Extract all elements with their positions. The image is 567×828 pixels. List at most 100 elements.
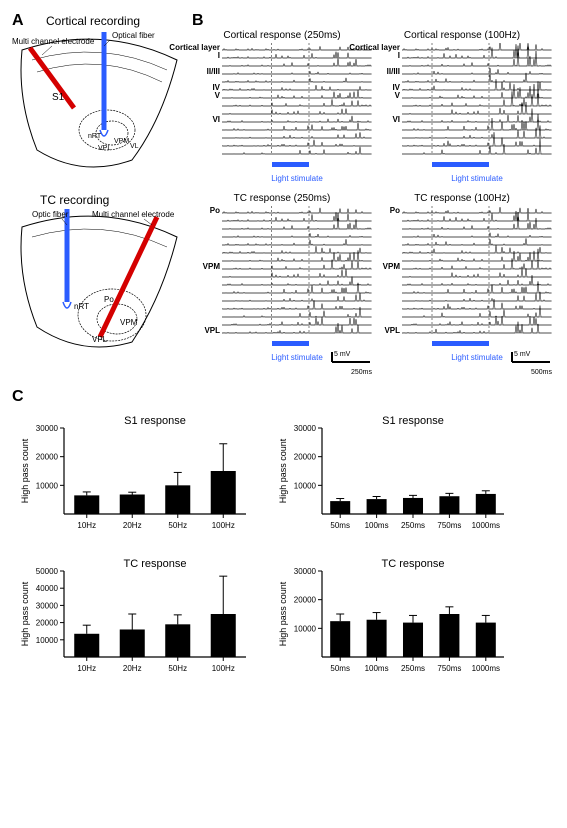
svg-text:10Hz: 10Hz <box>77 521 96 530</box>
trace-row-label: V <box>395 91 400 100</box>
stim-label: Light stimulate <box>402 174 552 183</box>
region-nrt-b: nRT <box>74 302 89 311</box>
bar <box>120 629 145 657</box>
electrode-label2: Multi channel electrode <box>92 210 175 219</box>
region-vpm-b: VPM <box>120 318 138 327</box>
stim-bar <box>272 162 310 167</box>
bar <box>367 499 387 514</box>
svg-text:40000: 40000 <box>36 584 59 593</box>
region-vpl-b: VPL <box>92 335 108 344</box>
svg-text:10000: 10000 <box>294 624 317 633</box>
electrode-label: Multi channel electrode <box>12 37 95 46</box>
chart-title: TC response <box>382 558 445 570</box>
region-po: Po <box>104 295 114 304</box>
bar <box>439 614 459 657</box>
bar <box>74 495 99 514</box>
svg-text:30000: 30000 <box>294 567 317 576</box>
bar-chart: S1 response100002000030000High pass coun… <box>274 410 514 540</box>
cortical-diagram: S1 nRT VPL VPM VL Optical fiber Multi ch… <box>12 30 182 180</box>
bar <box>74 634 99 657</box>
bar <box>403 498 423 514</box>
cortical-traces-100: Cortical response (100Hz)Cortical layerI… <box>372 30 552 183</box>
svg-text:100Hz: 100Hz <box>212 521 235 530</box>
svg-text:250ms: 250ms <box>401 664 425 673</box>
chart-title: S1 response <box>124 415 186 427</box>
region-vpl: VPL <box>98 145 111 152</box>
chart-title: S1 response <box>382 415 444 427</box>
bar <box>211 614 236 657</box>
trace-row-label: VPM <box>383 262 400 271</box>
tc-traces-100: TC response (100Hz)PoVPMVPL Light stimul… <box>372 193 552 376</box>
trace-row-label: VPL <box>204 326 220 335</box>
svg-text:20000: 20000 <box>294 453 317 462</box>
svg-text:100Hz: 100Hz <box>212 664 235 673</box>
optic-fiber-label2: Optic fiber <box>32 210 69 219</box>
bar <box>476 494 496 514</box>
trace-row-label: I <box>218 51 220 60</box>
bar-chart: TC response1000020000300004000050000High… <box>16 553 256 683</box>
svg-text:30000: 30000 <box>36 424 59 433</box>
chart-title: TC response <box>124 558 187 570</box>
svg-text:1000ms: 1000ms <box>472 521 500 530</box>
region-nrt: nRT <box>88 133 102 140</box>
tc-recording-title: TC recording <box>40 193 192 207</box>
stim-bar <box>272 341 310 346</box>
trace-row-label: Cortical layer <box>349 43 400 52</box>
trace-row-label: VI <box>392 115 400 124</box>
svg-text:1000ms: 1000ms <box>472 664 500 673</box>
svg-text:20000: 20000 <box>36 619 59 628</box>
trace-row-label: II/III <box>387 67 400 76</box>
trace-row-label: Po <box>210 206 220 215</box>
trace-row-label: VPL <box>384 326 400 335</box>
bar-chart: TC response 10000 20000 30000 High pass coun… <box>274 553 514 683</box>
trace-row-label: Cortical layer <box>169 43 220 52</box>
stim-bar <box>432 162 489 167</box>
trace-row-label: Po <box>390 206 400 215</box>
bar <box>367 620 387 657</box>
panel-c-label: C <box>12 388 24 405</box>
svg-text:100ms: 100ms <box>365 664 389 673</box>
bar <box>165 624 190 657</box>
svg-text:10000: 10000 <box>36 636 59 645</box>
region-s1: S1 <box>52 92 65 103</box>
trace-title: Cortical response (250ms) <box>192 30 372 41</box>
svg-text:20Hz: 20Hz <box>123 521 142 530</box>
region-vl: VL <box>130 143 139 150</box>
trace-row-label: V <box>215 91 220 100</box>
tc-traces-250: TC response (250ms)PoVPMVPL Light stimul… <box>192 193 372 376</box>
y-axis-label: High pass count <box>278 581 288 646</box>
stim-bar <box>432 341 489 346</box>
trace-row-label: VPM <box>203 262 220 271</box>
svg-text:30000: 30000 <box>294 424 317 433</box>
svg-text:50ms: 50ms <box>330 664 350 673</box>
svg-text:5 mV: 5 mV <box>514 351 531 358</box>
y-axis-label: High pass count <box>278 438 288 503</box>
y-axis-label: High pass count <box>20 581 30 646</box>
svg-text:20000: 20000 <box>36 453 59 462</box>
region-vpm: VPM <box>114 138 129 145</box>
svg-text:750ms: 750ms <box>437 664 461 673</box>
svg-text:50Hz: 50Hz <box>168 664 187 673</box>
bar-chart: S1 response100002000030000High pass coun… <box>16 410 256 540</box>
svg-text:5 mV: 5 mV <box>334 351 351 358</box>
svg-text:20000: 20000 <box>294 596 317 605</box>
bar <box>330 621 350 657</box>
svg-text:50ms: 50ms <box>330 521 350 530</box>
svg-text:100ms: 100ms <box>365 521 389 530</box>
trace-row-label: VI <box>212 115 220 124</box>
tc-diagram: nRT Po VPM VPL Optic fiber Multi channel… <box>12 207 182 357</box>
cortical-recording-title: Cortical recording <box>46 14 140 28</box>
trace-title: TC response (100Hz) <box>372 193 552 204</box>
y-axis-label: High pass count <box>20 438 30 503</box>
bar <box>403 623 423 657</box>
svg-text:250ms: 250ms <box>401 521 425 530</box>
optical-fiber-label: Optical fiber <box>112 31 155 40</box>
svg-text:20Hz: 20Hz <box>123 664 142 673</box>
panel-a-label: A <box>12 12 24 29</box>
stim-label: Light stimulate <box>222 174 372 183</box>
trace-row-label: I <box>398 51 400 60</box>
bar <box>211 471 236 514</box>
panel-b-label: B <box>192 12 204 29</box>
bar <box>439 496 459 514</box>
svg-text:30000: 30000 <box>36 601 59 610</box>
